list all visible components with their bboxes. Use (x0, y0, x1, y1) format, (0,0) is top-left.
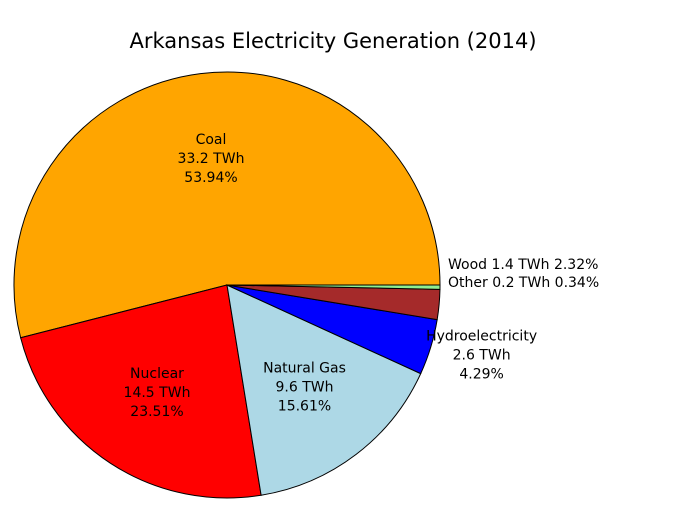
slice-label-natural-gas: Natural Gas (263, 361, 346, 377)
slice-percent-coal: 53.94% (184, 170, 237, 186)
slice-label-wood: Wood 1.4 TWh 2.32% (448, 257, 598, 273)
chart-title: Arkansas Electricity Generation (2014) (129, 29, 536, 53)
slice-value-natural-gas: 9.6 TWh (276, 380, 334, 396)
slice-percent-nuclear: 23.51% (130, 404, 183, 420)
slice-label-nuclear: Nuclear (130, 366, 184, 382)
slice-value-other: 0.2 TWh (492, 275, 550, 291)
slice-percent-hydroelectricity: 4.29% (459, 367, 503, 383)
pie-slices (13, 71, 441, 499)
slice-name-wood: Wood (448, 257, 487, 273)
slice-name-other: Other (448, 275, 488, 291)
slice-label-hydroelectricity: Hydroelectricity (426, 329, 537, 345)
slice-value-nuclear: 14.5 TWh (124, 385, 191, 401)
slice-percent-wood: 2.32% (554, 257, 598, 273)
pie-slice-nuclear (20, 284, 262, 499)
slice-label-other: Other 0.2 TWh 0.34% (448, 275, 599, 291)
slice-percent-natural-gas: 15.61% (278, 399, 331, 415)
slice-label-coal: Coal (196, 132, 227, 148)
slice-value-wood: 1.4 TWh (492, 257, 550, 273)
pie-labels: Coal 33.2 TWh 53.94% Nuclear 14.5 TWh 23.51% N… (124, 132, 600, 420)
slice-value-hydroelectricity: 2.6 TWh (453, 348, 511, 364)
pie-slice-coal (13, 71, 441, 339)
slice-value-coal: 33.2 TWh (178, 151, 245, 167)
slice-percent-other: 0.34% (555, 275, 599, 291)
pie-slice-other (226, 284, 441, 290)
pie-slice-natural-gas (226, 284, 422, 496)
